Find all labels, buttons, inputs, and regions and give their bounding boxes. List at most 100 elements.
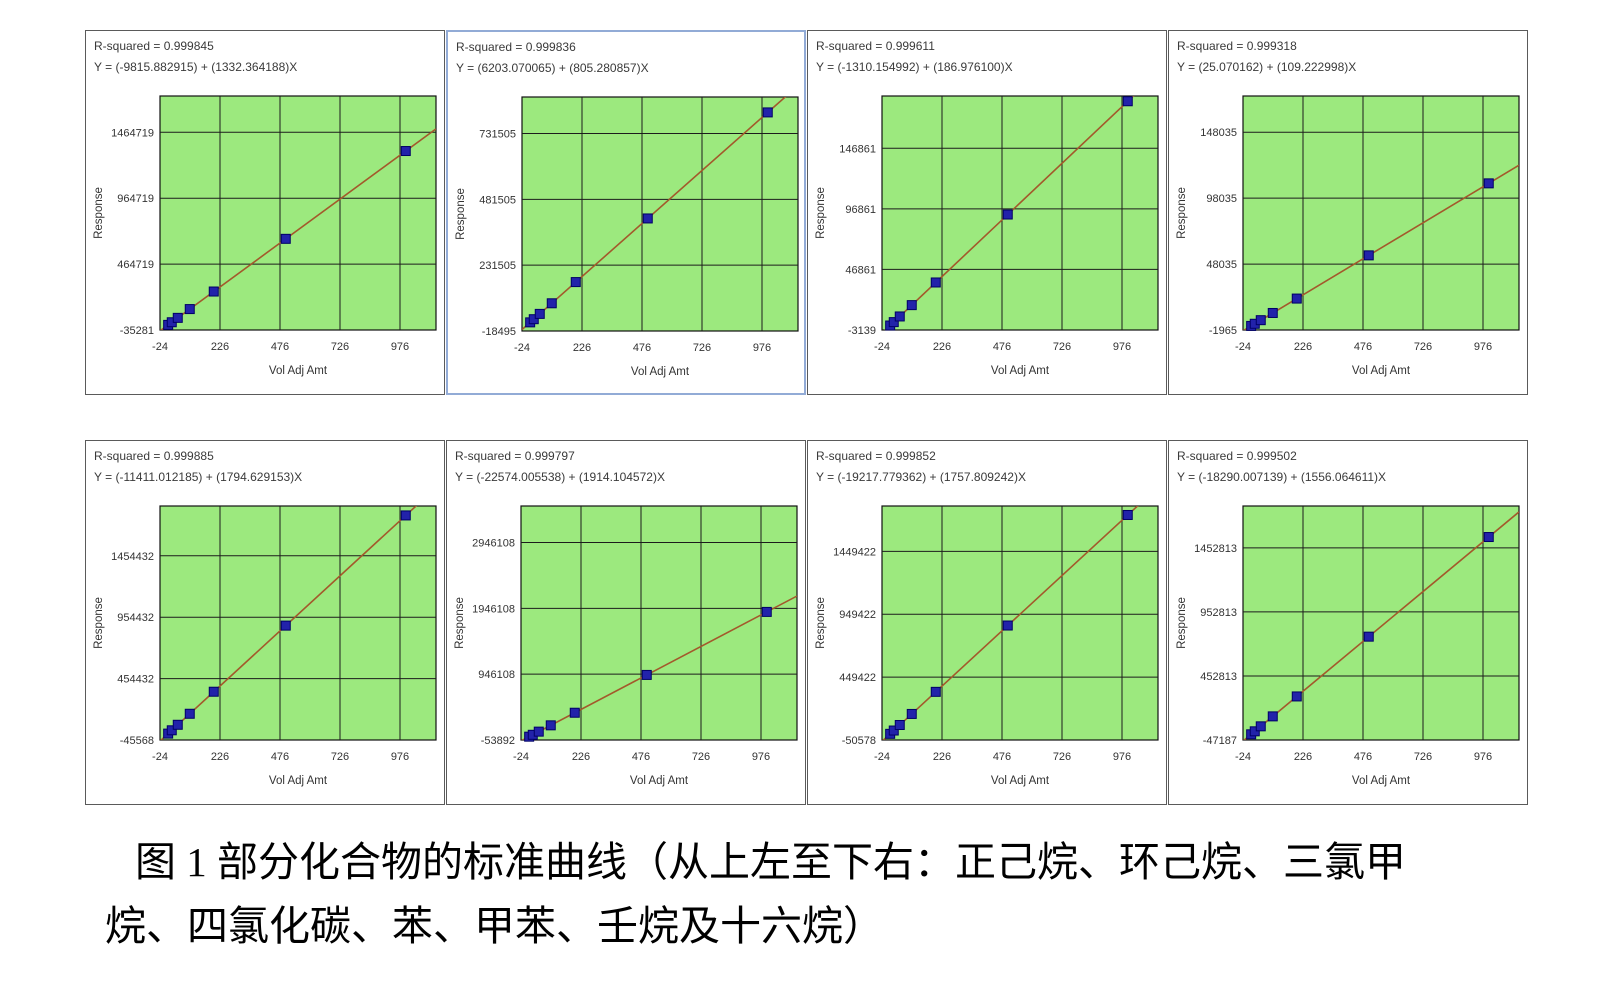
figure-caption-line-1: 图 1 部分化合物的标准曲线（从上左至下右：正己烷、环己烷、三氯甲 — [135, 839, 1406, 885]
chart-8-header: R-squared = 0.999502 Y = (-18290.007139)… — [1169, 441, 1527, 488]
regression-line — [1243, 511, 1519, 740]
data-point — [1255, 721, 1266, 732]
data-point — [528, 314, 539, 325]
x-tick-label: 476 — [271, 751, 289, 763]
y-tick-label: -35281 — [120, 325, 154, 337]
chart-panel-6: R-squared = 0.999797 Y = (-22574.005538)… — [446, 440, 806, 805]
x-axis-label: Vol Adj Amt — [269, 365, 328, 377]
r-squared-label: R-squared = 0.999845 — [94, 39, 214, 53]
chart-panel-5: R-squared = 0.999885 Y = (-11411.012185)… — [85, 440, 445, 805]
x-axis-label: Vol Adj Amt — [991, 775, 1050, 787]
x-tick-label: -24 — [152, 341, 168, 353]
y-tick-label: -3139 — [848, 325, 876, 337]
data-point — [641, 669, 652, 680]
x-tick-label: 726 — [331, 751, 349, 763]
chart-panel-1: R-squared = 0.999845 Y = (-9815.882915) … — [85, 30, 445, 395]
y-axis-label: Response — [93, 597, 105, 649]
y-tick-label: -1965 — [1209, 325, 1237, 337]
data-point — [184, 708, 195, 719]
data-point — [1363, 250, 1374, 261]
y-axis-label: Response — [93, 187, 105, 239]
plot-area — [521, 96, 799, 332]
equation-label: Y = (-19217.779362) + (1757.809242)X — [816, 470, 1026, 484]
x-tick-label: 976 — [753, 342, 771, 354]
r-squared-label: R-squared = 0.999836 — [456, 40, 576, 54]
y-tick-label: 148035 — [1200, 127, 1237, 139]
x-tick-label: 976 — [752, 751, 770, 763]
y-axis-label: Response — [454, 597, 466, 649]
regression-line — [160, 128, 436, 330]
regression-line — [882, 506, 1139, 740]
data-point — [762, 107, 773, 118]
y-tick-label: 1449422 — [833, 546, 876, 558]
data-point — [1483, 532, 1494, 543]
x-tick-label: 226 — [1294, 751, 1312, 763]
y-tick-label: 1454432 — [111, 551, 154, 563]
regression-line — [160, 506, 418, 740]
r-squared-label: R-squared = 0.999318 — [1177, 39, 1297, 53]
x-axis-label: Vol Adj Amt — [1352, 365, 1411, 377]
figure-caption: 图 1 部分化合物的标准曲线（从上左至下右：正己烷、环己烷、三氯甲 烷、四氯化碳… — [105, 830, 1555, 958]
chart-panel-4: R-squared = 0.999318 Y = (25.070162) + (… — [1168, 30, 1528, 395]
y-tick-label: 964719 — [117, 193, 154, 205]
data-point — [1122, 509, 1133, 520]
y-tick-label: 1946108 — [472, 603, 515, 615]
calibration-plot-2: -24 226 476 726 976 -18495 231505 481505 731505 V… — [455, 96, 799, 378]
data-point — [400, 146, 411, 157]
x-tick-label: 226 — [933, 751, 951, 763]
chart-4-header: R-squared = 0.999318 Y = (25.070162) + (… — [1169, 31, 1527, 78]
data-point — [1363, 631, 1374, 642]
y-tick-label: 1452813 — [1194, 543, 1237, 555]
calibration-plot-3: -24 226 476 726 976 -3139 46861 96861 146861 Vol … — [815, 95, 1159, 377]
y-tick-label: -45568 — [120, 735, 154, 747]
regression-line — [522, 97, 787, 331]
data-point — [208, 286, 219, 297]
y-axis-label: Response — [455, 188, 467, 240]
data-point — [930, 277, 941, 288]
calibration-plot-6: -24 226 476 726 976 -53892 946108 1946108 294610… — [454, 505, 798, 787]
y-axis-label: Response — [815, 187, 827, 239]
data-point — [894, 311, 905, 322]
data-point — [545, 720, 556, 731]
plot-area — [159, 505, 437, 741]
x-tick-label: 976 — [1474, 751, 1492, 763]
data-point — [1002, 620, 1013, 631]
y-tick-label: 481505 — [479, 194, 516, 206]
plot-area — [520, 505, 798, 741]
x-tick-label: -24 — [513, 751, 529, 763]
x-tick-label: -24 — [514, 342, 530, 354]
x-tick-label: -24 — [874, 341, 890, 353]
x-tick-label: 726 — [1414, 341, 1432, 353]
data-point — [1291, 293, 1302, 304]
x-axis-label: Vol Adj Amt — [631, 366, 690, 378]
data-point — [888, 725, 899, 736]
data-point — [172, 312, 183, 323]
calibration-charts-grid: R-squared = 0.999845 Y = (-9815.882915) … — [85, 30, 1528, 805]
x-tick-label: 226 — [573, 342, 591, 354]
x-tick-label: 226 — [211, 751, 229, 763]
x-tick-label: 476 — [1354, 341, 1372, 353]
data-point — [1267, 307, 1278, 318]
x-tick-label: 226 — [572, 751, 590, 763]
chart-3-header: R-squared = 0.999611 Y = (-1310.154992) … — [808, 31, 1166, 78]
equation-label: Y = (-1310.154992) + (186.976100)X — [816, 60, 1013, 74]
y-axis-label: Response — [1176, 597, 1188, 649]
y-tick-label: 46861 — [845, 264, 876, 276]
x-tick-label: 476 — [271, 341, 289, 353]
chart-6-header: R-squared = 0.999797 Y = (-22574.005538)… — [447, 441, 805, 488]
y-tick-label: 146861 — [839, 143, 876, 155]
x-tick-label: 726 — [331, 341, 349, 353]
y-tick-label: 946108 — [478, 669, 515, 681]
x-tick-label: 726 — [692, 751, 710, 763]
data-point — [761, 606, 772, 617]
data-point — [172, 719, 183, 730]
chart-2-header: R-squared = 0.999836 Y = (6203.070065) +… — [448, 32, 804, 79]
equation-label: Y = (6203.070065) + (805.280857)X — [456, 61, 649, 75]
equation-label: Y = (-11411.012185) + (1794.629153)X — [94, 470, 303, 484]
chart-5-header: R-squared = 0.999885 Y = (-11411.012185)… — [86, 441, 444, 488]
x-axis-label: Vol Adj Amt — [630, 775, 689, 787]
x-tick-label: 476 — [632, 751, 650, 763]
calibration-plot-4: -24 226 476 726 976 -1965 48035 98035 148035 Vol … — [1176, 95, 1520, 377]
x-tick-label: -24 — [874, 751, 890, 763]
x-tick-label: 976 — [391, 751, 409, 763]
